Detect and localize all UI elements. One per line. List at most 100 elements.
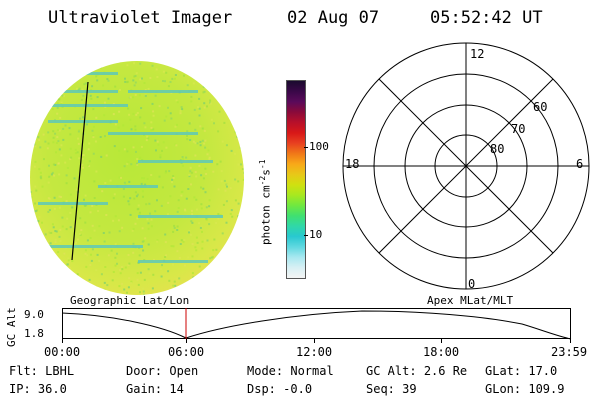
noise-pixel [179, 243, 182, 245]
noise-pixel [158, 61, 161, 63]
noise-pixel [143, 122, 146, 125]
noise-pixel [134, 75, 137, 77]
noise-pixel [129, 197, 132, 200]
noise-pixel [154, 210, 157, 213]
noise-pixel [143, 177, 146, 180]
noise-pixel [180, 239, 183, 242]
noise-pixel [127, 264, 130, 267]
noise-pixel [164, 256, 167, 258]
noise-pixel [164, 233, 167, 236]
noise-pixel [182, 240, 185, 243]
noise-pixel [167, 270, 170, 273]
noise-pixel [112, 61, 115, 64]
noise-pixel [186, 134, 188, 137]
noise-pixel [54, 241, 57, 244]
noise-pixel [246, 95, 248, 97]
noise-pixel [240, 79, 242, 82]
noise-pixel [30, 208, 32, 210]
colorbar-unit-label: photon cm-2s-1 [258, 159, 273, 245]
noise-pixel [193, 196, 196, 199]
noise-pixel [217, 217, 220, 220]
noise-pixel [182, 158, 185, 160]
noise-pixel [186, 84, 189, 87]
noise-pixel [91, 85, 94, 88]
noise-pixel [54, 230, 57, 232]
noise-pixel [191, 272, 194, 275]
noise-pixel [207, 72, 210, 74]
noise-pixel [55, 142, 58, 144]
noise-pixel [217, 188, 220, 191]
noise-pixel [192, 276, 195, 279]
noise-pixel [69, 193, 72, 196]
noise-pixel [142, 249, 145, 252]
noise-pixel [192, 82, 195, 85]
noise-pixel [122, 124, 125, 127]
noise-pixel [170, 117, 173, 120]
noise-pixel [228, 99, 231, 102]
noise-pixel [243, 130, 244, 133]
noise-pixel [242, 212, 244, 215]
noise-pixel [179, 65, 182, 67]
noise-pixel [126, 291, 128, 294]
noise-pixel [132, 96, 135, 99]
noise-pixel [176, 123, 178, 126]
noise-pixel [128, 180, 131, 183]
noise-pixel [88, 278, 91, 281]
noise-pixel [87, 164, 90, 167]
noise-pixel [96, 79, 99, 82]
noise-pixel [208, 286, 211, 289]
noise-pixel [172, 263, 174, 266]
noise-pixel [58, 206, 61, 209]
noise-pixel [173, 77, 176, 80]
noise-pixel [81, 71, 84, 74]
noise-pixel [67, 61, 69, 63]
noise-pixel [53, 196, 56, 199]
noise-pixel [239, 260, 242, 262]
noise-pixel [104, 182, 107, 184]
time-label: 05:52:42 UT [430, 8, 543, 28]
noise-pixel [58, 98, 61, 101]
noise-pixel [124, 183, 127, 186]
noise-pixel [227, 105, 230, 108]
noise-pixel [77, 137, 80, 140]
noise-pixel [81, 280, 84, 283]
noise-pixel [91, 204, 94, 207]
noise-pixel [243, 171, 244, 174]
noise-pixel [78, 87, 81, 90]
noise-pixel [208, 205, 211, 208]
noise-pixel [173, 280, 176, 283]
noise-pixel [205, 218, 208, 221]
noise-pixel [243, 234, 244, 237]
noise-pixel [60, 72, 63, 75]
noise-pixel [133, 84, 136, 87]
noise-pixel [150, 121, 153, 124]
noise-pixel [35, 232, 38, 235]
noise-pixel [34, 160, 37, 163]
noise-pixel [139, 271, 142, 274]
noise-pixel [90, 97, 93, 100]
noise-pixel [187, 188, 190, 190]
noise-pixel [237, 180, 240, 183]
noise-pixel [221, 140, 224, 143]
noise-pixel [44, 140, 47, 143]
noise-pixel [156, 76, 159, 78]
noise-pixel [156, 239, 159, 242]
noise-pixel [159, 156, 162, 159]
noise-pixel [199, 274, 202, 277]
noise-pixel [69, 133, 72, 136]
noise-pixel [78, 157, 81, 160]
noise-pixel [36, 228, 39, 231]
noise-pixel [100, 155, 103, 158]
noise-pixel [238, 118, 241, 121]
noise-pixel [140, 182, 143, 185]
polar-label-0: 0 [468, 277, 475, 291]
noise-pixel [190, 95, 193, 98]
noise-pixel [227, 87, 230, 90]
noise-pixel [225, 247, 228, 250]
noise-pixel [37, 89, 39, 92]
noise-pixel [41, 260, 44, 263]
noise-pixel [168, 279, 171, 282]
noise-pixel [129, 213, 132, 216]
noise-pixel [30, 200, 32, 203]
noise-pixel [95, 170, 98, 173]
